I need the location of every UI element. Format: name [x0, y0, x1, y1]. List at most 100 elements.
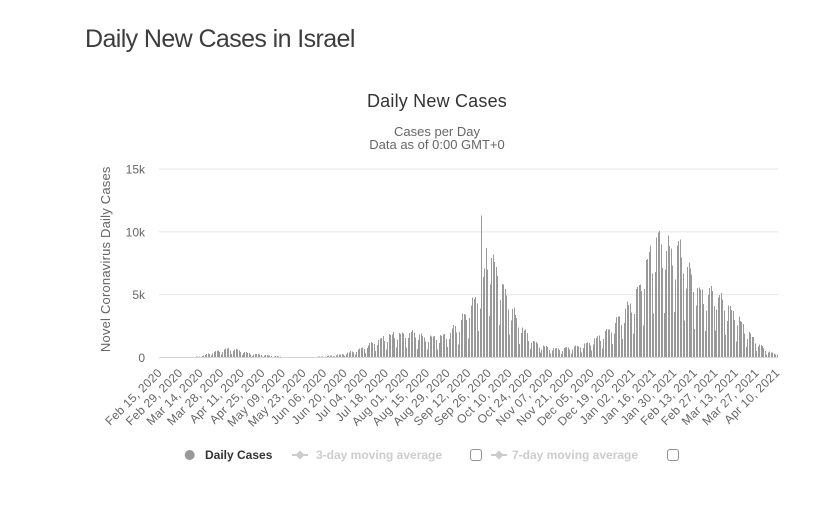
bar [752, 336, 753, 358]
bar [344, 355, 345, 358]
checkbox-3-day-moving-average[interactable] [470, 449, 482, 461]
bar [474, 299, 475, 358]
bar [624, 322, 625, 358]
bar [494, 261, 495, 358]
bar [606, 328, 607, 358]
bar [461, 319, 462, 358]
bar [625, 308, 626, 358]
bar [628, 304, 629, 358]
bar [683, 273, 684, 358]
bar [199, 356, 200, 358]
legend-item-daily-cases[interactable]: Daily Cases [184, 445, 279, 465]
bar [530, 349, 531, 358]
bar [209, 353, 210, 358]
bar [253, 354, 254, 358]
bar [217, 350, 218, 358]
chart-subtitle-line-2: Data as of 0:00 GMT+0 [369, 137, 505, 152]
bar [696, 305, 697, 358]
bar [264, 355, 265, 358]
bar [653, 313, 654, 358]
bar [396, 347, 397, 358]
bar [521, 332, 522, 358]
bar [619, 316, 620, 358]
bar [394, 338, 395, 358]
bar [586, 342, 587, 358]
bar [214, 351, 215, 358]
bar [392, 334, 393, 358]
bar [386, 349, 387, 358]
bar [230, 350, 231, 358]
bar [646, 260, 647, 358]
bar [740, 320, 741, 358]
bar [589, 342, 590, 358]
bar [343, 354, 344, 358]
bar [374, 343, 375, 358]
bar [643, 325, 644, 358]
checkbox-7-day-moving-average[interactable] [667, 449, 679, 461]
bar [743, 324, 744, 358]
bar [466, 320, 467, 358]
bar [219, 351, 220, 358]
bar [468, 338, 469, 358]
bar [449, 338, 450, 358]
bar [215, 351, 216, 358]
legend-item-7-day-moving-average[interactable]: 7-day moving average [491, 445, 651, 465]
bar [716, 309, 717, 358]
bar [527, 333, 528, 358]
bar [668, 235, 669, 358]
bar [508, 309, 509, 358]
bar [418, 339, 419, 358]
bar [775, 354, 776, 358]
bar [496, 267, 497, 358]
bar [622, 338, 623, 358]
bar [446, 338, 447, 358]
bar [355, 354, 356, 358]
bar [615, 322, 616, 358]
chart-subtitle: Cases per Day Data as of 0:00 GMT+0 [137, 125, 737, 151]
bar [412, 329, 413, 358]
bar [537, 343, 538, 358]
bar [425, 341, 426, 358]
bar [759, 344, 760, 358]
bar [459, 331, 460, 358]
bar [730, 305, 731, 358]
bar [380, 338, 381, 358]
bar [424, 337, 425, 358]
bar [564, 348, 565, 358]
bar [727, 321, 728, 358]
bar [502, 283, 503, 358]
bar [569, 349, 570, 358]
bar [580, 347, 581, 358]
bar [721, 293, 722, 358]
bar [490, 284, 491, 358]
bar [706, 310, 707, 358]
daily-cases-bars [167, 215, 778, 358]
bar [369, 342, 370, 358]
bar [203, 355, 204, 358]
bar [712, 291, 713, 358]
bar [689, 262, 690, 358]
bar [328, 355, 329, 358]
bar [346, 354, 347, 358]
legend-item-3-day-moving-average[interactable]: 3-day moving average [292, 445, 452, 465]
bar [472, 297, 473, 358]
bar [594, 338, 595, 358]
bar [639, 285, 640, 358]
bar [662, 268, 663, 358]
bar [549, 350, 550, 358]
bar [221, 354, 222, 358]
bar [465, 314, 466, 358]
bar [384, 341, 385, 358]
bar [768, 352, 769, 358]
bar [491, 258, 492, 358]
bar [583, 347, 584, 358]
bar [437, 349, 438, 358]
bar [637, 287, 638, 358]
bar [656, 237, 657, 358]
bar [441, 336, 442, 358]
bar [605, 331, 606, 358]
bar [572, 349, 573, 358]
bar [677, 245, 678, 358]
bar [256, 353, 257, 358]
